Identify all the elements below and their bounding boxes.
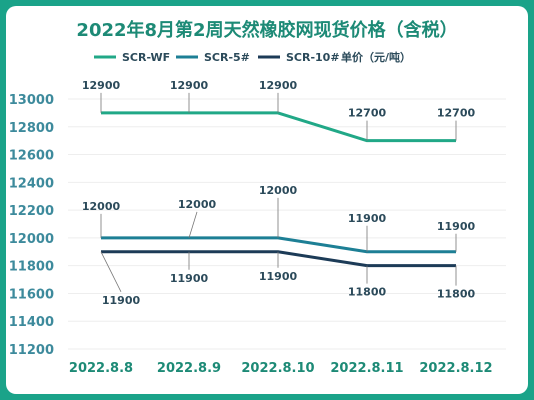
unit-label: 单价（元/吨） bbox=[341, 50, 411, 64]
y-tick-label: 12800 bbox=[9, 121, 54, 136]
x-tick-label: 2022.8.9 bbox=[157, 361, 221, 376]
legend-label: SCR-10# bbox=[286, 51, 340, 64]
data-label: 12900 bbox=[82, 79, 121, 92]
x-tick-label: 2022.8.12 bbox=[419, 361, 492, 376]
y-tick-label: 13000 bbox=[9, 93, 54, 108]
y-tick-label: 12600 bbox=[9, 149, 54, 164]
data-label: 11900 bbox=[259, 270, 298, 283]
y-tick-label: 11200 bbox=[9, 343, 54, 358]
y-tick-label: 11800 bbox=[9, 260, 54, 275]
data-label: 11900 bbox=[102, 294, 141, 307]
data-label: 11800 bbox=[437, 288, 476, 301]
data-label: 11900 bbox=[170, 272, 209, 285]
series-line bbox=[101, 250, 456, 268]
data-label-leader bbox=[100, 251, 122, 292]
data-label: 12000 bbox=[178, 198, 217, 211]
y-tick-label: 12400 bbox=[9, 176, 54, 191]
y-tick-label: 12000 bbox=[9, 232, 54, 247]
series-line bbox=[101, 236, 456, 254]
price-line-chart: 2022年8月第2周天然橡胶网现货价格（含税） SCR-WF SCR-5# SCR-… bbox=[9, 19, 506, 376]
x-tick-label: 2022.8.11 bbox=[330, 361, 403, 376]
data-label-leader bbox=[188, 211, 198, 239]
x-tick-label: 2022.8.10 bbox=[241, 361, 314, 376]
data-label: 11800 bbox=[348, 286, 387, 299]
y-tick-label: 12200 bbox=[9, 204, 54, 219]
data-label: 12900 bbox=[259, 79, 298, 92]
chart-title: 2022年8月第2周天然橡胶网现货价格（含税） bbox=[76, 19, 457, 41]
data-label: 12900 bbox=[170, 79, 209, 92]
data-label: 12700 bbox=[348, 107, 387, 120]
data-label: 12000 bbox=[259, 184, 298, 197]
legend-label: SCR-5# bbox=[204, 51, 250, 64]
x-tick-label: 2022.8.8 bbox=[69, 361, 133, 376]
y-tick-label: 11400 bbox=[9, 315, 54, 330]
legend-label: SCR-WF bbox=[122, 51, 170, 64]
y-tick-label: 11600 bbox=[9, 287, 54, 302]
data-label: 12700 bbox=[437, 107, 476, 120]
chart-card: 2022年8月第2周天然橡胶网现货价格（含税） SCR-WF SCR-5# SCR-… bbox=[6, 6, 528, 394]
data-label: 11900 bbox=[348, 212, 387, 225]
data-label: 11900 bbox=[437, 220, 476, 233]
data-label: 12000 bbox=[82, 200, 121, 213]
